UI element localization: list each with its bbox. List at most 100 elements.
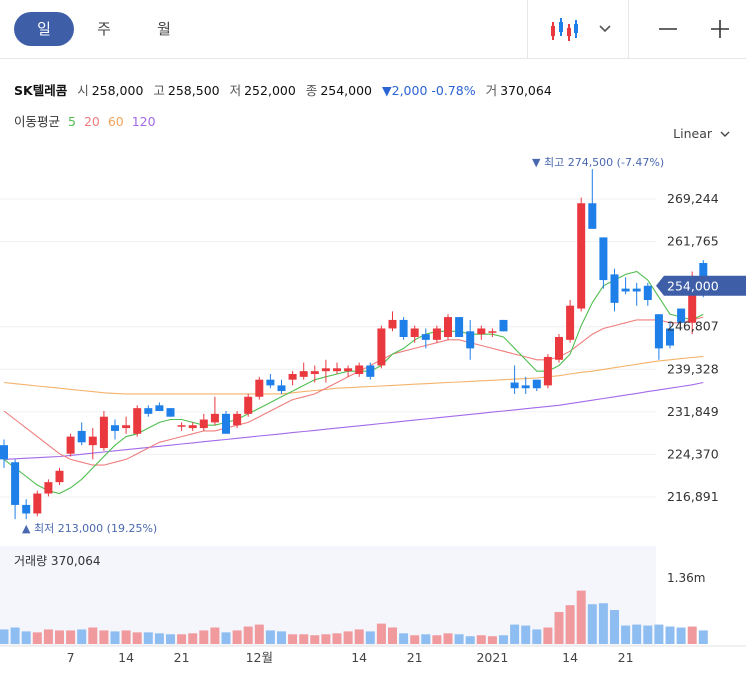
volume-bar — [199, 630, 209, 644]
candle-body — [455, 317, 464, 337]
volume-bar — [299, 634, 309, 644]
volume-bar — [687, 626, 697, 644]
volume-bar — [243, 626, 253, 644]
x-tick-label: 14 — [562, 650, 578, 665]
candle-body — [11, 462, 20, 505]
volume-bar — [654, 624, 664, 644]
open-label: 시 — [77, 83, 89, 98]
candle-body — [122, 425, 131, 429]
candle-body — [88, 436, 97, 446]
y-tick-label: 216,891 — [667, 489, 719, 504]
tab-month[interactable]: 월 — [157, 20, 171, 38]
volume-bar — [676, 627, 686, 644]
candle-body — [233, 413, 242, 426]
high-label: 고 — [153, 83, 165, 98]
plus-icon[interactable] — [702, 0, 738, 58]
candle-body — [44, 482, 53, 494]
candle-body — [77, 430, 86, 443]
ma-legend[interactable]: 이동평균 5 20 60 120 — [14, 111, 160, 130]
volume-bar — [32, 632, 42, 644]
y-tick-label: 269,244 — [667, 191, 719, 206]
candle-body — [532, 379, 541, 389]
volume-value: 370,064 — [500, 83, 552, 98]
scale-dropdown[interactable]: Linear — [673, 126, 730, 141]
volume-bar — [77, 629, 87, 644]
volume-bar — [66, 630, 76, 644]
volume-bar — [221, 632, 231, 644]
candle-body — [155, 405, 164, 411]
current-price-label: 254,000 — [667, 278, 719, 293]
volume-bar — [665, 626, 675, 644]
x-tick-label: 12월 — [246, 650, 273, 665]
ma120-label: 120 — [131, 114, 156, 129]
ma-legend-label: 이동평균 — [14, 114, 61, 129]
volume-bar — [487, 636, 497, 644]
volume-bar — [476, 635, 486, 644]
chevron-down-icon — [720, 131, 730, 137]
volume-bar — [643, 625, 653, 644]
volume-bar — [55, 630, 64, 644]
volume-bar — [177, 634, 187, 644]
candle-body — [399, 319, 408, 337]
candle-body — [521, 385, 530, 389]
candle-body — [0, 445, 8, 460]
candle-body — [377, 328, 386, 366]
volume-bar — [554, 611, 564, 644]
candle-body — [210, 413, 219, 423]
candle-body — [477, 328, 486, 335]
ma5-line — [3, 270, 704, 495]
candle-body — [654, 314, 663, 349]
scale-label: Linear — [673, 126, 713, 141]
ma60-line — [3, 355, 704, 395]
candle-body — [543, 356, 552, 386]
volume-bar — [132, 632, 142, 644]
candle-body — [111, 425, 119, 431]
volume-bar — [698, 630, 708, 644]
candle-body — [599, 237, 608, 281]
toolbar: 일 주 월 — [0, 0, 746, 59]
chevron-down-icon[interactable] — [592, 0, 618, 58]
x-tick-label: 14 — [351, 650, 367, 665]
volume-bar — [399, 633, 409, 644]
candle-body — [222, 413, 230, 434]
volume-bar — [166, 634, 175, 644]
volume-bar — [143, 632, 153, 644]
candle-body — [266, 379, 275, 386]
candle-body — [166, 408, 175, 417]
candlestick-icon[interactable] — [540, 0, 588, 58]
volume-bar — [343, 631, 353, 644]
candle-body — [22, 504, 31, 514]
ma20-line — [3, 316, 704, 466]
candle-body — [688, 280, 697, 323]
candle-body — [344, 368, 353, 372]
minus-icon[interactable] — [650, 0, 686, 58]
volume-bar — [310, 635, 320, 644]
volume-bar — [332, 633, 342, 644]
volume-bar — [388, 627, 397, 644]
ma5-label: 5 — [68, 114, 76, 129]
volume-bar — [565, 605, 575, 644]
volume-bar — [265, 630, 275, 644]
candle-body — [244, 396, 253, 414]
candle-body — [621, 288, 630, 292]
candle-body — [677, 308, 686, 323]
candle-body — [699, 263, 708, 286]
volume-bar — [232, 630, 242, 644]
candle-body — [410, 328, 419, 337]
current-price-badge — [656, 275, 746, 296]
y-tick-label: 246,807 — [667, 319, 719, 334]
candle-body — [177, 425, 186, 427]
open-value: 258,000 — [91, 83, 144, 98]
volume-bar — [543, 627, 553, 644]
min-annotation: ▲ 최저 213,000 (19.25%) — [22, 522, 157, 535]
divider — [628, 0, 629, 58]
volume-bar — [154, 633, 164, 644]
volume-bar — [632, 624, 642, 644]
x-tick-label: 21 — [618, 650, 634, 665]
candle-body — [421, 334, 430, 340]
candle-body — [488, 331, 497, 333]
tab-day[interactable]: 일 — [14, 12, 74, 46]
ma20-label: 20 — [83, 114, 100, 129]
tab-week[interactable]: 주 — [97, 20, 111, 38]
